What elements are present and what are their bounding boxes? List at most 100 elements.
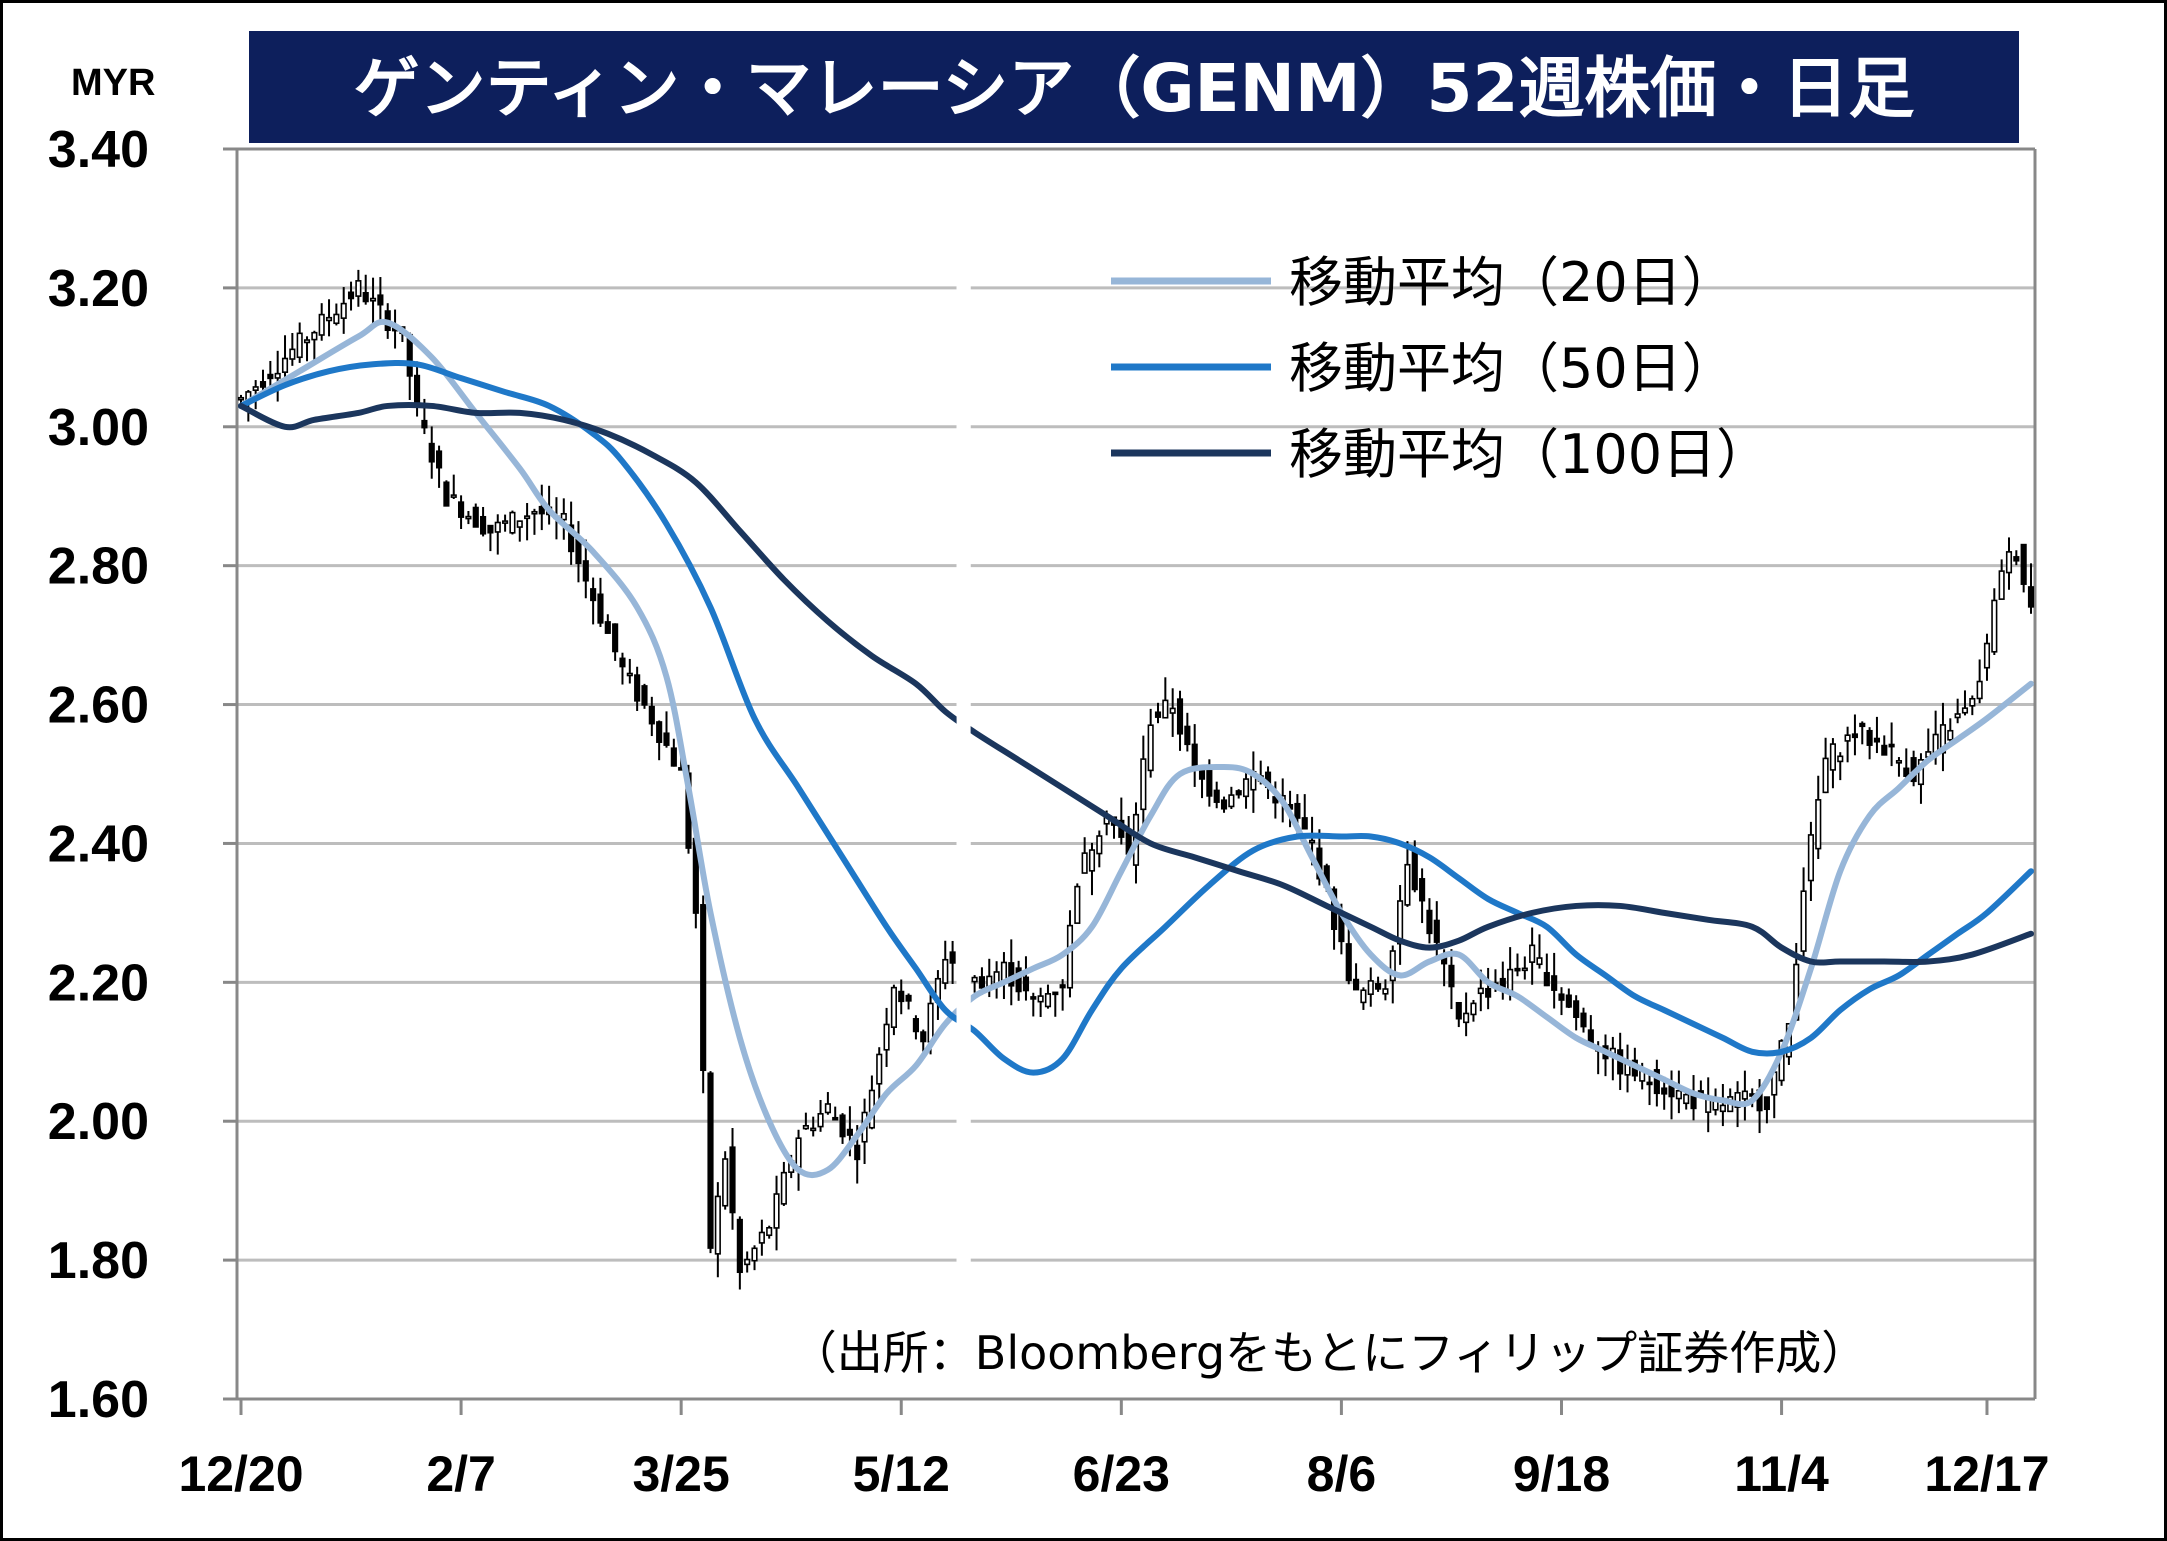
moving-average-line xyxy=(238,359,2034,1076)
candle xyxy=(1426,898,1433,944)
candle xyxy=(2020,543,2027,593)
candle-body xyxy=(1888,743,1895,748)
candle xyxy=(1220,796,1228,813)
candle xyxy=(1653,1059,1660,1107)
candle xyxy=(1375,976,1382,992)
candle xyxy=(1917,753,1925,804)
candle xyxy=(487,524,494,552)
candle-body xyxy=(1551,975,1558,991)
candle xyxy=(751,1245,758,1271)
candle-body xyxy=(758,1231,765,1244)
candle-body xyxy=(832,1116,839,1121)
candle-body xyxy=(1052,991,1059,996)
candle xyxy=(1191,724,1198,787)
candle xyxy=(509,510,516,535)
candle xyxy=(641,683,648,709)
candle-body xyxy=(1411,849,1418,891)
candle-body xyxy=(1536,957,1543,966)
candle-body xyxy=(641,685,648,706)
candle-body xyxy=(780,1171,787,1205)
candle-body xyxy=(1822,757,1829,794)
candle xyxy=(1536,934,1543,969)
candle-body xyxy=(971,976,978,983)
candle xyxy=(1419,868,1426,924)
x-tick-label: 12/17 xyxy=(1924,1446,2049,1502)
candle-body xyxy=(978,976,986,989)
candle-body xyxy=(1375,982,1382,990)
candle xyxy=(663,711,670,748)
candle-body xyxy=(1675,1089,1682,1100)
candle-body xyxy=(1470,1002,1477,1016)
candle xyxy=(1558,987,1565,1016)
candle xyxy=(1360,987,1367,1010)
candle xyxy=(1741,1070,1748,1121)
candle-body xyxy=(912,1018,919,1033)
candle xyxy=(333,303,340,326)
candle xyxy=(1683,1091,1690,1110)
candle xyxy=(1829,738,1837,789)
candle-body xyxy=(707,1072,714,1249)
y-unit-label: MYR xyxy=(71,62,155,104)
candle-body xyxy=(465,515,472,520)
candle-body xyxy=(1404,863,1411,906)
candle-body xyxy=(296,332,303,359)
candle xyxy=(472,503,479,528)
candle xyxy=(736,1216,743,1290)
candle-body xyxy=(509,511,516,534)
candle-body xyxy=(1983,642,1991,669)
candle xyxy=(1242,771,1250,809)
candle xyxy=(259,369,267,393)
candle-body xyxy=(1529,944,1536,963)
candle-body xyxy=(773,1193,780,1229)
candle-body xyxy=(1096,835,1103,855)
y-tick-label: 1.60 xyxy=(48,1371,149,1429)
candle xyxy=(648,696,655,737)
candle-body xyxy=(1301,817,1308,830)
candle xyxy=(905,993,912,1010)
candle-body xyxy=(1903,767,1910,777)
candle-body xyxy=(274,372,281,379)
y-tick-label: 2.40 xyxy=(48,815,149,873)
candle-body xyxy=(817,1113,824,1128)
candle-body xyxy=(854,1144,861,1161)
candle-body xyxy=(949,951,956,964)
candle xyxy=(773,1175,780,1251)
candle-body xyxy=(1580,1012,1587,1028)
candle xyxy=(1866,727,1873,760)
candle-body xyxy=(494,521,501,533)
candle-body xyxy=(1059,984,1066,989)
candle xyxy=(949,940,956,984)
candle-body xyxy=(531,510,538,515)
candle xyxy=(1851,714,1859,756)
candle-body xyxy=(333,313,340,325)
candle-body xyxy=(303,339,311,344)
candle xyxy=(1397,885,1404,965)
y-tick-label: 2.60 xyxy=(48,677,149,735)
x-tick-label: 8/6 xyxy=(1307,1446,1377,1502)
candle xyxy=(700,895,707,1094)
candle xyxy=(1169,688,1176,737)
candle-body xyxy=(1220,799,1228,810)
chart-title: ゲンティン・マレーシア（GENM）52週株価・日足 xyxy=(354,50,1915,127)
candle xyxy=(362,274,369,305)
candle-body xyxy=(1507,968,1514,992)
candle-body xyxy=(700,904,707,1072)
candle-body xyxy=(1477,987,1484,995)
x-tick-label: 11/4 xyxy=(1734,1446,1829,1502)
candle-body xyxy=(1015,967,1022,993)
candle-body xyxy=(1807,834,1814,882)
candle-body xyxy=(1587,1029,1594,1044)
candle-body xyxy=(1895,760,1903,764)
candle xyxy=(1088,842,1096,896)
candle-body xyxy=(1008,962,1015,987)
candle xyxy=(1895,757,1903,777)
candle xyxy=(1162,677,1169,719)
candle xyxy=(890,984,897,1036)
candle xyxy=(1008,939,1015,1006)
candle-body xyxy=(1044,993,1052,1008)
x-tick-label: 3/25 xyxy=(632,1446,729,1502)
candle xyxy=(1353,963,1360,991)
candle xyxy=(1939,702,1947,772)
candle-body xyxy=(1573,1000,1580,1018)
y-tick-label: 3.20 xyxy=(48,260,149,318)
